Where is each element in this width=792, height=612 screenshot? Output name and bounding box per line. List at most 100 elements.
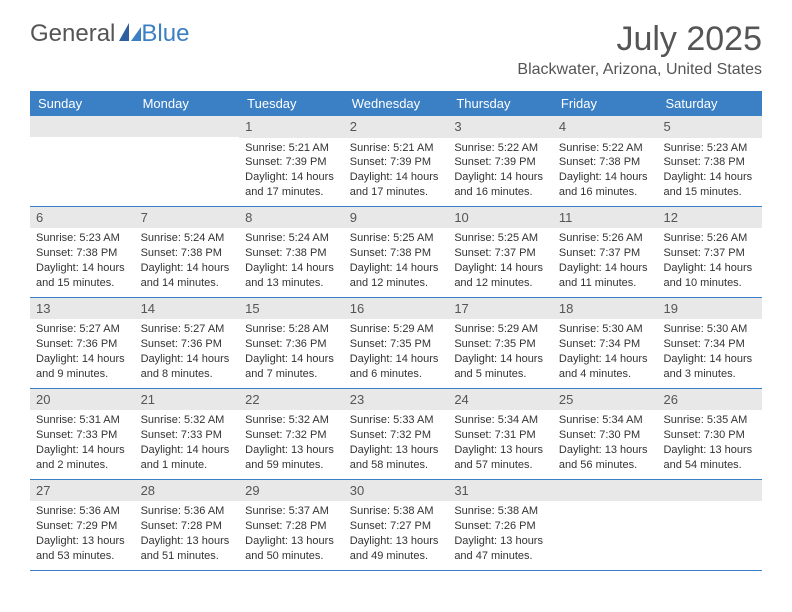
- title-block: July 2025 Blackwater, Arizona, United St…: [517, 20, 762, 79]
- sunrise-text: Sunrise: 5:36 AM: [141, 504, 234, 519]
- day-cell: 27Sunrise: 5:36 AMSunset: 7:29 PMDayligh…: [30, 480, 135, 570]
- day-number: 17: [448, 298, 553, 320]
- day-number: 18: [553, 298, 658, 320]
- daylight-text: Daylight: 13 hours and 59 minutes.: [245, 443, 338, 473]
- day-number: 29: [239, 480, 344, 502]
- day-cell: 21Sunrise: 5:32 AMSunset: 7:33 PMDayligh…: [135, 389, 240, 479]
- day-content: Sunrise: 5:37 AMSunset: 7:28 PMDaylight:…: [239, 501, 344, 569]
- day-content: Sunrise: 5:21 AMSunset: 7:39 PMDaylight:…: [239, 138, 344, 206]
- weekday-header: Sunday: [30, 91, 135, 116]
- daylight-text: Daylight: 14 hours and 6 minutes.: [350, 352, 443, 382]
- sunset-text: Sunset: 7:38 PM: [245, 246, 338, 261]
- day-cell: 20Sunrise: 5:31 AMSunset: 7:33 PMDayligh…: [30, 389, 135, 479]
- sunset-text: Sunset: 7:35 PM: [350, 337, 443, 352]
- day-cell: 6Sunrise: 5:23 AMSunset: 7:38 PMDaylight…: [30, 207, 135, 297]
- day-cell: 10Sunrise: 5:25 AMSunset: 7:37 PMDayligh…: [448, 207, 553, 297]
- sunset-text: Sunset: 7:37 PM: [663, 246, 756, 261]
- day-cell: 24Sunrise: 5:34 AMSunset: 7:31 PMDayligh…: [448, 389, 553, 479]
- day-cell: [553, 480, 658, 570]
- week-row: 1Sunrise: 5:21 AMSunset: 7:39 PMDaylight…: [30, 116, 762, 207]
- day-number: [657, 480, 762, 501]
- day-content: Sunrise: 5:35 AMSunset: 7:30 PMDaylight:…: [657, 410, 762, 478]
- day-content: Sunrise: 5:27 AMSunset: 7:36 PMDaylight:…: [135, 319, 240, 387]
- day-number: 26: [657, 389, 762, 411]
- day-content: Sunrise: 5:27 AMSunset: 7:36 PMDaylight:…: [30, 319, 135, 387]
- day-number: 25: [553, 389, 658, 411]
- sunset-text: Sunset: 7:33 PM: [141, 428, 234, 443]
- day-content: Sunrise: 5:38 AMSunset: 7:26 PMDaylight:…: [448, 501, 553, 569]
- daylight-text: Daylight: 14 hours and 13 minutes.: [245, 261, 338, 291]
- day-cell: 16Sunrise: 5:29 AMSunset: 7:35 PMDayligh…: [344, 298, 449, 388]
- sunset-text: Sunset: 7:28 PM: [141, 519, 234, 534]
- daylight-text: Daylight: 14 hours and 10 minutes.: [663, 261, 756, 291]
- day-content: Sunrise: 5:32 AMSunset: 7:33 PMDaylight:…: [135, 410, 240, 478]
- weekday-header: Friday: [553, 91, 658, 116]
- day-content: Sunrise: 5:29 AMSunset: 7:35 PMDaylight:…: [344, 319, 449, 387]
- day-content: Sunrise: 5:30 AMSunset: 7:34 PMDaylight:…: [657, 319, 762, 387]
- day-content: Sunrise: 5:24 AMSunset: 7:38 PMDaylight:…: [135, 228, 240, 296]
- weekday-header: Thursday: [448, 91, 553, 116]
- sunrise-text: Sunrise: 5:23 AM: [663, 141, 756, 156]
- day-number: 13: [30, 298, 135, 320]
- daylight-text: Daylight: 14 hours and 11 minutes.: [559, 261, 652, 291]
- sunrise-text: Sunrise: 5:29 AM: [350, 322, 443, 337]
- weekday-header: Tuesday: [239, 91, 344, 116]
- day-cell: 15Sunrise: 5:28 AMSunset: 7:36 PMDayligh…: [239, 298, 344, 388]
- day-cell: 13Sunrise: 5:27 AMSunset: 7:36 PMDayligh…: [30, 298, 135, 388]
- day-content: Sunrise: 5:33 AMSunset: 7:32 PMDaylight:…: [344, 410, 449, 478]
- daylight-text: Daylight: 14 hours and 17 minutes.: [245, 170, 338, 200]
- sunrise-text: Sunrise: 5:27 AM: [36, 322, 129, 337]
- sunset-text: Sunset: 7:35 PM: [454, 337, 547, 352]
- brand-part1: General: [30, 20, 115, 48]
- sunset-text: Sunset: 7:38 PM: [141, 246, 234, 261]
- daylight-text: Daylight: 14 hours and 5 minutes.: [454, 352, 547, 382]
- daylight-text: Daylight: 13 hours and 53 minutes.: [36, 534, 129, 564]
- day-cell: 30Sunrise: 5:38 AMSunset: 7:27 PMDayligh…: [344, 480, 449, 570]
- sunrise-text: Sunrise: 5:23 AM: [36, 231, 129, 246]
- day-content: Sunrise: 5:34 AMSunset: 7:30 PMDaylight:…: [553, 410, 658, 478]
- daylight-text: Daylight: 14 hours and 9 minutes.: [36, 352, 129, 382]
- daylight-text: Daylight: 14 hours and 14 minutes.: [141, 261, 234, 291]
- daylight-text: Daylight: 14 hours and 3 minutes.: [663, 352, 756, 382]
- day-cell: 22Sunrise: 5:32 AMSunset: 7:32 PMDayligh…: [239, 389, 344, 479]
- day-number: 16: [344, 298, 449, 320]
- day-cell: 18Sunrise: 5:30 AMSunset: 7:34 PMDayligh…: [553, 298, 658, 388]
- day-number: [553, 480, 658, 501]
- day-number: [30, 116, 135, 137]
- day-cell: 23Sunrise: 5:33 AMSunset: 7:32 PMDayligh…: [344, 389, 449, 479]
- day-cell: 19Sunrise: 5:30 AMSunset: 7:34 PMDayligh…: [657, 298, 762, 388]
- day-number: 11: [553, 207, 658, 229]
- sunset-text: Sunset: 7:26 PM: [454, 519, 547, 534]
- day-content: Sunrise: 5:22 AMSunset: 7:38 PMDaylight:…: [553, 138, 658, 206]
- daylight-text: Daylight: 13 hours and 57 minutes.: [454, 443, 547, 473]
- day-content: Sunrise: 5:24 AMSunset: 7:38 PMDaylight:…: [239, 228, 344, 296]
- daylight-text: Daylight: 14 hours and 12 minutes.: [350, 261, 443, 291]
- day-cell: 11Sunrise: 5:26 AMSunset: 7:37 PMDayligh…: [553, 207, 658, 297]
- sunset-text: Sunset: 7:29 PM: [36, 519, 129, 534]
- sunset-text: Sunset: 7:38 PM: [663, 155, 756, 170]
- sunrise-text: Sunrise: 5:26 AM: [559, 231, 652, 246]
- brand-part2: Blue: [141, 20, 189, 48]
- daylight-text: Daylight: 13 hours and 49 minutes.: [350, 534, 443, 564]
- sunrise-text: Sunrise: 5:32 AM: [245, 413, 338, 428]
- weekday-header: Wednesday: [344, 91, 449, 116]
- daylight-text: Daylight: 13 hours and 54 minutes.: [663, 443, 756, 473]
- day-content: Sunrise: 5:36 AMSunset: 7:28 PMDaylight:…: [135, 501, 240, 569]
- week-row: 20Sunrise: 5:31 AMSunset: 7:33 PMDayligh…: [30, 389, 762, 480]
- day-content: Sunrise: 5:26 AMSunset: 7:37 PMDaylight:…: [553, 228, 658, 296]
- sunrise-text: Sunrise: 5:37 AM: [245, 504, 338, 519]
- day-cell: [135, 116, 240, 206]
- sunset-text: Sunset: 7:34 PM: [663, 337, 756, 352]
- day-number: 21: [135, 389, 240, 411]
- daylight-text: Daylight: 13 hours and 51 minutes.: [141, 534, 234, 564]
- sunrise-text: Sunrise: 5:33 AM: [350, 413, 443, 428]
- sunrise-text: Sunrise: 5:25 AM: [350, 231, 443, 246]
- month-title: July 2025: [517, 20, 762, 59]
- day-content: Sunrise: 5:30 AMSunset: 7:34 PMDaylight:…: [553, 319, 658, 387]
- daylight-text: Daylight: 13 hours and 50 minutes.: [245, 534, 338, 564]
- sunset-text: Sunset: 7:38 PM: [559, 155, 652, 170]
- day-content: Sunrise: 5:29 AMSunset: 7:35 PMDaylight:…: [448, 319, 553, 387]
- sunrise-text: Sunrise: 5:24 AM: [245, 231, 338, 246]
- weekday-header-row: SundayMondayTuesdayWednesdayThursdayFrid…: [30, 91, 762, 116]
- sunset-text: Sunset: 7:39 PM: [454, 155, 547, 170]
